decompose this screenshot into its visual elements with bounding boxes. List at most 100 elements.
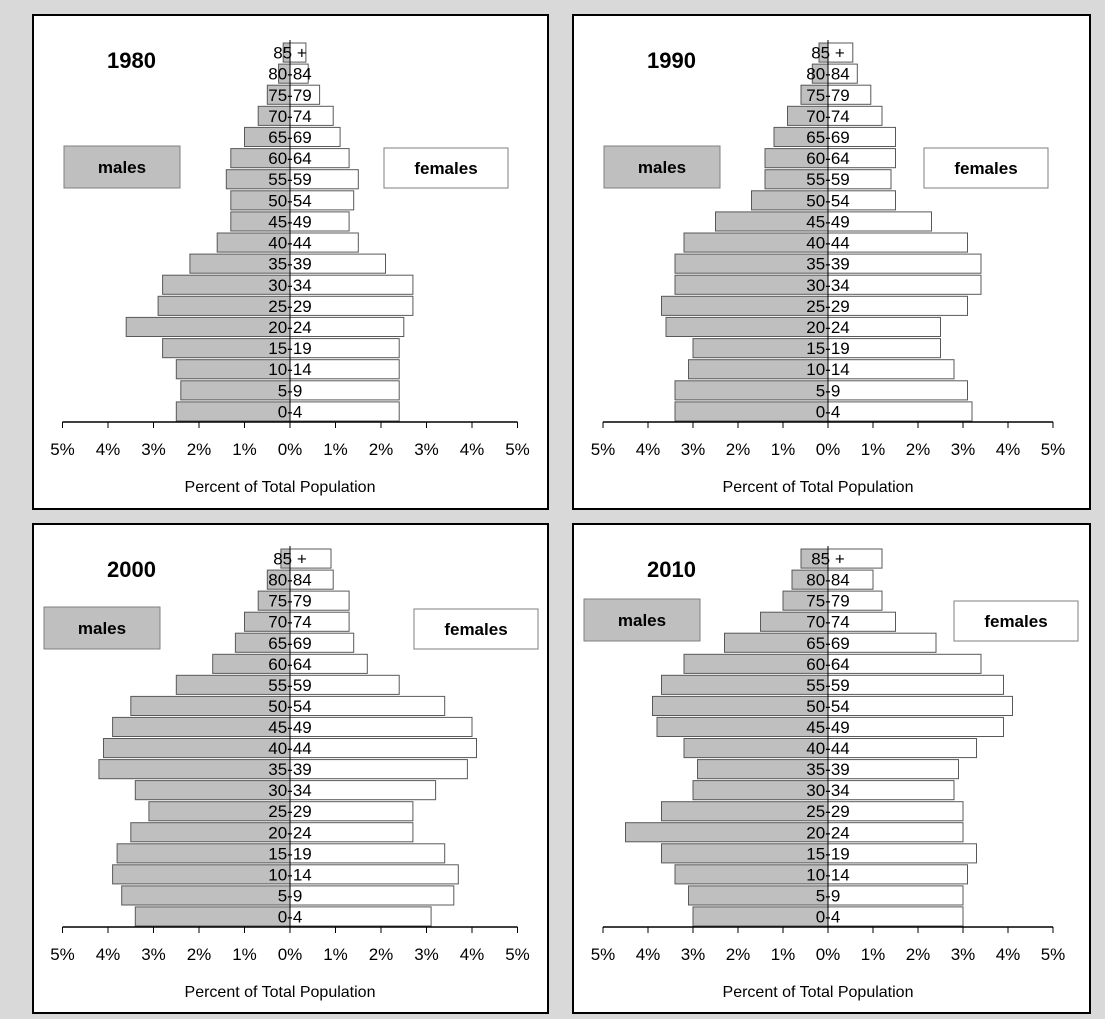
male-bar-5-9 — [180, 380, 291, 401]
x-tick-label: 5% — [505, 440, 530, 459]
x-tick-label: 1% — [861, 440, 886, 459]
males-legend-box — [603, 145, 721, 189]
year-title: 1990 — [647, 48, 696, 73]
male-bar-25-29 — [661, 295, 829, 316]
x-tick-label: 3% — [141, 440, 166, 459]
x-tick-label: 1% — [861, 945, 886, 964]
male-bar-50-54 — [130, 695, 291, 716]
male-bar-35-39 — [674, 253, 829, 274]
x-tick-label: 2% — [906, 440, 931, 459]
x-tick-label: 3% — [414, 945, 439, 964]
female-bar-5-9 — [289, 885, 455, 906]
females-legend-label: females — [444, 620, 507, 639]
male-bar-50-54 — [652, 695, 829, 716]
x-tick-label: 1% — [323, 945, 348, 964]
pyramid-svg: 0-45-910-1415-1920-2425-2930-3435-3940-4… — [591, 40, 1066, 496]
x-tick-label: 4% — [996, 440, 1021, 459]
females-legend-label: females — [414, 159, 477, 178]
x-tick-label: 0% — [278, 945, 303, 964]
pyramid-svg: 0-45-910-1415-1920-2425-2930-3435-3940-4… — [50, 40, 530, 496]
female-bar-15-19 — [289, 843, 446, 864]
pyramid-svg: 0-45-910-1415-1920-2425-2930-3435-3940-4… — [583, 546, 1079, 1001]
male-bar-10-14 — [674, 864, 829, 885]
males-legend-box — [43, 606, 161, 650]
x-tick-label: 4% — [996, 945, 1021, 964]
male-bar-30-34 — [134, 780, 291, 801]
x-tick-label: 1% — [771, 440, 796, 459]
x-tick-label: 5% — [505, 945, 530, 964]
female-bar-40-44 — [827, 738, 977, 759]
female-bar-45-49 — [827, 716, 1004, 737]
females-legend-box — [383, 147, 509, 189]
x-tick-label: 1% — [323, 440, 348, 459]
male-bar-0-4 — [134, 906, 291, 927]
males-legend-box — [583, 598, 701, 642]
x-tick-label: 2% — [906, 945, 931, 964]
x-tick-label: 3% — [681, 945, 706, 964]
males-legend-label: males — [618, 611, 666, 630]
x-tick-label: 2% — [726, 945, 751, 964]
pyramid-panel-1990: 0-4 5-9 10-14 15-19 20-24 25-29 30-34 35-39 40-4… — [572, 14, 1091, 510]
x-tick-label: 2% — [369, 440, 394, 459]
x-tick-label: 4% — [460, 440, 485, 459]
female-bar-35-39 — [289, 759, 468, 780]
male-bar-15-19 — [116, 843, 291, 864]
female-bar-10-14 — [289, 864, 459, 885]
male-bar-5-9 — [121, 885, 291, 906]
x-tick-label: 5% — [50, 945, 75, 964]
x-tick-label: 0% — [816, 945, 841, 964]
x-tick-label: 0% — [816, 440, 841, 459]
x-tick-label: 2% — [187, 440, 212, 459]
x-tick-label: 0% — [278, 440, 303, 459]
male-bar-0-4 — [674, 401, 829, 422]
year-title: 2010 — [647, 557, 696, 582]
female-bar-5-9 — [289, 380, 400, 401]
x-tick-label: 4% — [96, 945, 121, 964]
x-tick-label: 3% — [414, 440, 439, 459]
female-bar-40-44 — [289, 738, 477, 759]
x-tick-label: 1% — [771, 945, 796, 964]
pyramid-panel-1980: 0-4 5-9 10-14 15-19 20-24 25-29 30-34 35-39 40-4… — [32, 14, 549, 510]
x-tick-label: 5% — [591, 945, 616, 964]
female-bar-0-4 — [827, 401, 973, 422]
x-tick-label: 4% — [636, 945, 661, 964]
female-bar-0-4 — [827, 906, 964, 927]
female-bar-55-59 — [827, 674, 1004, 695]
male-bar-5-9 — [688, 885, 829, 906]
female-bar-5-9 — [827, 885, 964, 906]
female-bar-35-39 — [827, 253, 982, 274]
females-legend-box — [923, 147, 1049, 189]
female-bar-50-54 — [827, 695, 1013, 716]
female-bar-5-9 — [827, 380, 968, 401]
female-bar-0-4 — [289, 401, 400, 422]
x-tick-label: 5% — [1041, 440, 1066, 459]
x-tick-label: 3% — [951, 440, 976, 459]
x-axis-title: Percent of Total Population — [185, 479, 376, 496]
x-tick-label: 1% — [232, 440, 257, 459]
x-tick-label: 2% — [726, 440, 751, 459]
males-legend-label: males — [78, 619, 126, 638]
x-axis-title: Percent of Total Population — [185, 984, 376, 1001]
male-bar-5-9 — [674, 380, 829, 401]
x-tick-label: 5% — [591, 440, 616, 459]
male-bar-30-34 — [674, 274, 829, 295]
females-legend-box — [953, 600, 1079, 642]
x-axis-title: Percent of Total Population — [723, 984, 914, 1001]
males-legend-box — [63, 145, 181, 189]
x-tick-label: 2% — [187, 945, 212, 964]
male-bar-0-4 — [692, 906, 829, 927]
male-bar-0-4 — [175, 401, 291, 422]
x-tick-label: 5% — [50, 440, 75, 459]
x-tick-label: 5% — [1041, 945, 1066, 964]
female-bar-45-49 — [289, 716, 473, 737]
male-bar-25-29 — [661, 801, 829, 822]
females-legend-label: females — [984, 612, 1047, 631]
year-title: 1980 — [107, 48, 156, 73]
male-bar-45-49 — [656, 716, 829, 737]
x-tick-label: 3% — [951, 945, 976, 964]
x-tick-label: 3% — [141, 945, 166, 964]
male-bar-20-24 — [625, 822, 829, 843]
female-bar-15-19 — [827, 843, 977, 864]
male-bar-20-24 — [125, 316, 291, 337]
female-bar-30-34 — [827, 274, 982, 295]
